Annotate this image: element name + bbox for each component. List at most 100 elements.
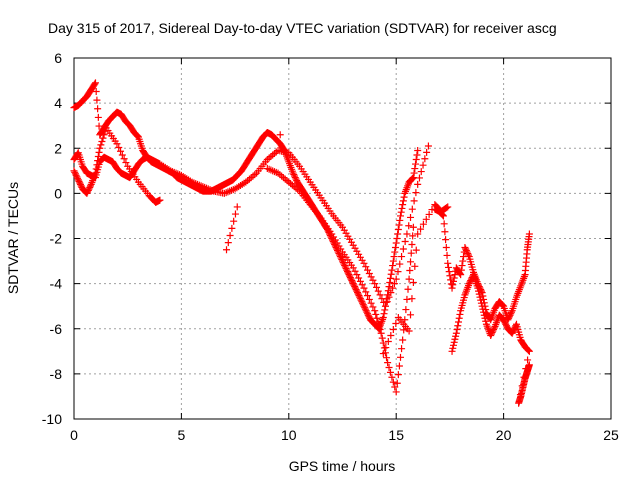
data-point — [443, 204, 451, 212]
data-point — [465, 280, 473, 288]
data-point — [398, 204, 406, 212]
data-point — [347, 275, 355, 283]
data-point — [230, 217, 238, 225]
data-point — [380, 310, 388, 318]
data-point — [84, 188, 92, 196]
data-point — [508, 329, 516, 337]
data-point — [451, 335, 459, 343]
data-point — [443, 251, 451, 259]
x-tick-label: 10 — [281, 427, 297, 443]
data-point — [362, 307, 370, 315]
data-point — [390, 280, 398, 288]
data-point — [358, 298, 366, 306]
data-point — [70, 167, 78, 175]
data-point — [502, 322, 510, 330]
data-point — [449, 277, 457, 285]
data-point — [228, 224, 236, 232]
data-point — [376, 291, 384, 299]
data-point — [409, 278, 417, 286]
data-point — [510, 326, 518, 334]
data-point — [76, 179, 84, 187]
data-point — [417, 225, 425, 233]
data-point — [415, 174, 423, 182]
data-point — [422, 215, 430, 223]
data-point — [441, 228, 449, 236]
data-point — [524, 356, 532, 364]
data-point — [421, 155, 429, 163]
data-point — [94, 153, 102, 161]
data-point — [342, 265, 350, 273]
data-point — [379, 350, 387, 358]
data-point — [450, 338, 458, 346]
data-point — [412, 189, 420, 197]
data-point — [391, 383, 399, 391]
series-outliers — [223, 131, 452, 358]
data-point — [374, 318, 382, 326]
plot-frame — [73, 57, 612, 420]
data-point — [475, 287, 483, 295]
data-point — [92, 165, 100, 173]
data-point — [113, 140, 121, 148]
data-point — [71, 170, 79, 178]
data-point — [413, 151, 421, 159]
data-point — [93, 96, 101, 104]
data-point — [487, 330, 495, 338]
data-point — [97, 141, 105, 149]
data-point — [408, 241, 416, 249]
data-point — [408, 295, 416, 303]
data-point — [398, 345, 406, 353]
data-point — [365, 313, 373, 321]
data-point — [396, 353, 404, 361]
data-point — [373, 283, 381, 291]
data-point — [394, 371, 402, 379]
data-point — [95, 148, 103, 156]
data-point — [440, 220, 448, 228]
data-point — [117, 147, 125, 155]
data-point — [350, 281, 358, 289]
data-point — [466, 278, 474, 286]
data-point — [505, 314, 513, 322]
data-point — [84, 186, 92, 194]
x-axis-label: GPS time / hours — [289, 458, 396, 474]
data-point — [450, 274, 458, 282]
data-point — [290, 171, 298, 179]
data-point — [409, 232, 417, 240]
data-point — [387, 270, 395, 278]
data-point — [361, 304, 369, 312]
data-point — [374, 287, 382, 295]
data-point — [463, 248, 471, 256]
data-point — [452, 332, 460, 340]
data-point — [383, 298, 391, 306]
x-tick-label: 25 — [603, 427, 619, 443]
data-point — [388, 373, 396, 381]
data-point — [344, 268, 352, 276]
data-point — [383, 354, 391, 362]
data-point — [349, 280, 357, 288]
data-point — [134, 132, 142, 140]
data-point — [500, 317, 508, 325]
data-point — [399, 336, 407, 344]
data-point — [474, 284, 482, 292]
data-point — [479, 305, 487, 313]
data-point — [442, 244, 450, 252]
data-point — [502, 320, 510, 328]
data-point — [409, 174, 417, 182]
data-point — [414, 230, 422, 238]
data-point — [380, 298, 388, 306]
data-point — [444, 263, 452, 271]
data-point — [462, 247, 470, 255]
data-point — [364, 292, 372, 300]
data-point — [449, 344, 457, 352]
data-point — [344, 269, 352, 277]
data-point — [291, 174, 299, 182]
data-point — [405, 327, 413, 335]
data-point — [507, 310, 515, 318]
data-point — [356, 293, 364, 301]
data-point — [373, 314, 381, 322]
data-point — [73, 173, 81, 181]
data-point — [407, 213, 415, 221]
data-point — [405, 222, 413, 230]
data-point — [361, 305, 369, 313]
data-point — [490, 324, 498, 332]
data-point — [490, 326, 498, 334]
